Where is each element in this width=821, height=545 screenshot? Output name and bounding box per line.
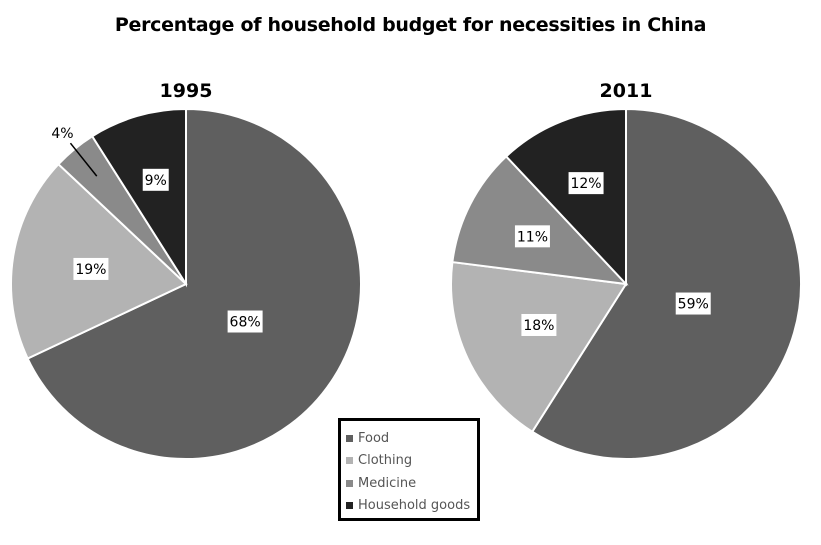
data-label-box	[73, 257, 109, 280]
data-label-box	[227, 310, 263, 333]
data-label-box	[675, 292, 711, 315]
legend-label: Household goods	[358, 498, 471, 514]
slice-2011-clothing	[450, 260, 628, 434]
legend-item-food: Food	[346, 427, 477, 450]
legend-label: Medicine	[358, 475, 417, 491]
data-label-1995-clothing: 19%	[73, 257, 109, 280]
legend-item-clothing: Clothing	[346, 450, 477, 473]
legend-label: Clothing	[358, 453, 413, 469]
legend-swatch-household-goods	[346, 502, 353, 510]
leader-line-1995-medicine	[69, 142, 98, 177]
pie-2011: 59% 18% 11% 12%	[450, 107, 802, 460]
slice-2011-medicine	[451, 155, 629, 286]
pie-1995: 68% 19% 4% 9%	[10, 107, 362, 460]
data-label-text: 11%	[517, 229, 548, 245]
pie-title-2011: 2011	[599, 80, 653, 102]
data-label-text: 18%	[523, 318, 554, 334]
data-label-1995-food: 68%	[227, 310, 263, 333]
chart-title: Percentage of household budget for neces…	[114, 14, 707, 36]
data-label-2011-household-goods: 12%	[568, 172, 604, 195]
legend-swatch-clothing	[346, 457, 353, 465]
slice-1995-household-goods	[90, 107, 187, 288]
data-label-1995-household-goods: 9%	[142, 168, 169, 191]
data-label-box	[514, 225, 550, 248]
legend-item-household-goods: Household goods	[346, 495, 477, 518]
data-label-text: 19%	[75, 262, 106, 278]
data-label-2011-clothing: 18%	[521, 313, 557, 336]
data-label-text: 59%	[678, 297, 709, 313]
data-label-box	[142, 168, 169, 191]
legend-label: Food	[358, 430, 390, 446]
legend-item-medicine: Medicine	[346, 472, 477, 495]
data-label-text: 4%	[51, 126, 73, 142]
legend-swatch-food	[346, 434, 353, 442]
slice-2011-household-goods	[504, 107, 627, 287]
data-label-text: 68%	[230, 315, 261, 331]
data-label-1995-medicine: 4%	[51, 126, 73, 142]
data-label-box	[521, 313, 557, 336]
legend: Food Clothing Medicine Household goods	[338, 418, 480, 521]
data-label-text: 12%	[570, 176, 601, 192]
data-label-text: 9%	[145, 173, 167, 189]
slice-2011-food	[530, 107, 802, 460]
data-label-2011-food: 59%	[675, 292, 711, 315]
data-label-box	[568, 172, 604, 195]
data-label-2011-medicine: 11%	[514, 225, 550, 248]
slice-1995-food	[26, 107, 362, 460]
legend-swatch-medicine	[346, 479, 353, 487]
pie-title-1995: 1995	[159, 80, 213, 102]
